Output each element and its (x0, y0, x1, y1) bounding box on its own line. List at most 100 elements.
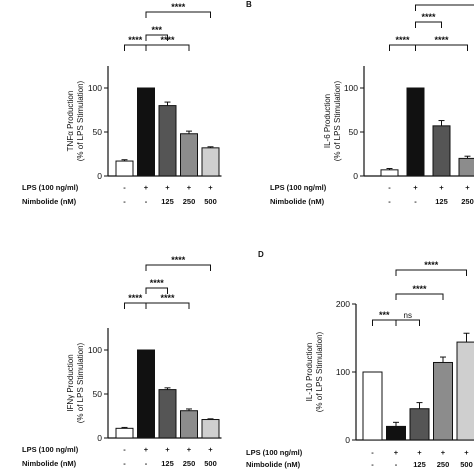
bar (115, 160, 134, 177)
bar (456, 341, 474, 441)
y-tick-label: 0 (97, 433, 102, 443)
condition-value: 250 (461, 197, 474, 206)
significance-label: **** (171, 2, 186, 12)
condition-row-label: Nimbolide (nM) (22, 459, 77, 468)
y-tick-label: 0 (345, 435, 350, 445)
y-axis-label: (% of LPS Stimulation) (76, 342, 85, 423)
bar (406, 87, 425, 177)
bar (432, 125, 451, 177)
condition-row-label: LPS (100 ng/ml) (270, 183, 327, 192)
condition-value: + (187, 183, 192, 192)
bar (201, 147, 220, 177)
significance-bracket (415, 21, 442, 28)
significance-bracket (124, 44, 147, 51)
condition-value: 125 (435, 197, 448, 206)
significance-label: **** (128, 35, 143, 45)
significance-label: **** (412, 284, 427, 294)
y-tick-label: 100 (336, 367, 350, 377)
bar (115, 427, 134, 439)
condition-row-label: Nimbolide (nM) (246, 460, 301, 469)
y-axis-label: (% of LPS Stimulation) (315, 331, 324, 412)
significance-bracket (145, 302, 190, 309)
y-tick-label: 50 (93, 127, 103, 137)
significance-bracket (372, 319, 397, 326)
significance-label: *** (379, 310, 390, 320)
condition-value: + (441, 448, 446, 457)
significance-bracket (395, 319, 420, 326)
condition-row-label: Nimbolide (nM) (270, 197, 325, 206)
significance-label: **** (160, 293, 175, 303)
significance-bracket (145, 264, 211, 271)
bar (458, 157, 474, 177)
y-tick-label: 200 (336, 299, 350, 309)
y-tick-label: 0 (97, 171, 102, 181)
y-tick-label: 50 (93, 389, 103, 399)
significance-label: **** (160, 35, 175, 45)
significance-label: **** (447, 0, 462, 5)
condition-value: + (208, 183, 213, 192)
significance-label: **** (171, 255, 186, 265)
condition-value: + (439, 183, 444, 192)
significance-label: *** (151, 25, 162, 35)
condition-value: - (145, 459, 148, 468)
condition-value: + (144, 445, 149, 454)
bar (362, 371, 383, 441)
chart-panel: D 0 100 200 IL-10 Production (% of LPS Stimul… (246, 250, 474, 469)
condition-value: - (395, 460, 398, 469)
condition-value: - (388, 197, 391, 206)
chart-panel: B 0 50 100 IL-6 Production (% of LPS Stimulat… (246, 0, 474, 206)
condition-row-label: LPS (100 ng/ml) (22, 445, 79, 454)
condition-row-label: LPS (100 ng/ml) (246, 448, 303, 457)
significance-bracket (145, 11, 211, 18)
panel-letter: D (258, 250, 264, 259)
y-tick-label: 100 (88, 345, 102, 355)
y-axis-label: (% of LPS Stimulation) (76, 80, 85, 161)
condition-value: - (414, 197, 417, 206)
significance-label: **** (395, 35, 410, 45)
significance-label: **** (128, 293, 143, 303)
y-tick-label: 100 (88, 83, 102, 93)
significance-label: ns (404, 311, 412, 320)
significance-bracket (145, 287, 168, 294)
condition-value: - (123, 197, 126, 206)
condition-value: 250 (183, 459, 196, 468)
y-axis-label: TNFα Production (66, 91, 75, 152)
significance-bracket (415, 4, 474, 11)
condition-value: 125 (161, 197, 174, 206)
significance-bracket (395, 293, 444, 300)
y-axis-label: IL-10 Production (305, 343, 314, 402)
significance-label: **** (421, 12, 436, 22)
chart-panel: 0 50 100 IFNγ Production (% of LPS Stimulati… (22, 255, 222, 468)
y-axis-label: IL-6 Production (323, 94, 332, 148)
condition-value: - (123, 183, 126, 192)
y-tick-label: 0 (353, 171, 358, 181)
y-axis-label: IFNγ Production (66, 354, 75, 411)
condition-value: + (187, 445, 192, 454)
bar (380, 169, 399, 177)
panel-letter: B (246, 0, 252, 9)
condition-value: - (145, 197, 148, 206)
condition-value: + (417, 448, 422, 457)
condition-value: 125 (161, 459, 174, 468)
condition-row-label: Nimbolide (nM) (22, 197, 77, 206)
condition-value: + (165, 183, 170, 192)
significance-bracket (145, 34, 168, 41)
bar (158, 105, 177, 177)
bar (409, 408, 430, 441)
condition-value: - (371, 460, 374, 469)
condition-value: 125 (413, 460, 426, 469)
condition-value: + (208, 445, 213, 454)
bar (137, 87, 155, 177)
chart-panel: 0 50 100 TNFα Production (% of LPS Stimulati… (22, 2, 222, 206)
condition-value: + (165, 445, 170, 454)
y-tick-label: 50 (349, 127, 359, 137)
condition-value: 500 (460, 460, 473, 469)
bar (158, 389, 177, 439)
significance-bracket (395, 269, 467, 276)
condition-value: 500 (204, 459, 217, 468)
significance-bracket (124, 302, 147, 309)
bar (137, 349, 155, 439)
condition-value: - (388, 183, 391, 192)
condition-value: 250 (183, 197, 196, 206)
